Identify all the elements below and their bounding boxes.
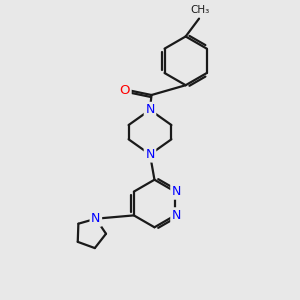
Text: N: N xyxy=(172,185,181,198)
Text: N: N xyxy=(172,209,181,222)
Text: N: N xyxy=(145,103,155,116)
Text: N: N xyxy=(91,212,101,225)
Text: O: O xyxy=(119,84,130,97)
Text: CH₃: CH₃ xyxy=(190,5,209,15)
Text: N: N xyxy=(145,148,155,161)
